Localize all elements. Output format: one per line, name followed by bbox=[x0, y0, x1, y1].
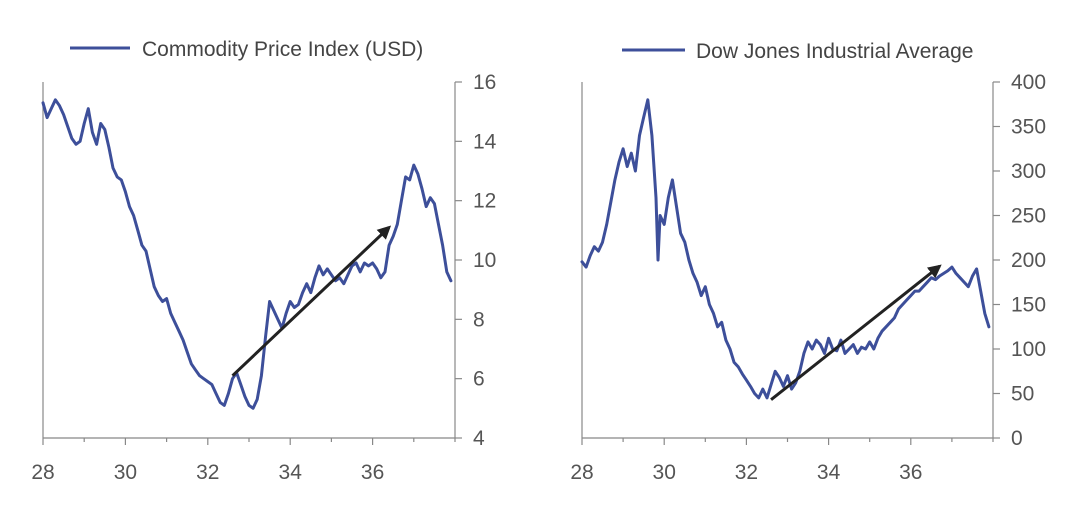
commodity-y-tick-label: 16 bbox=[473, 71, 496, 94]
commodity-y-tick-label: 10 bbox=[473, 249, 496, 272]
commodity-series-line bbox=[41, 98, 453, 410]
commodity-chart: Commodity Price Index (USD) 28 30 32 34 36 4 6… bbox=[31, 38, 496, 484]
dow-jones-y-tick-label: 0 bbox=[1011, 427, 1023, 450]
commodity-plot-area: 28 30 32 34 36 4 6 8 10 12 14 16 bbox=[31, 71, 496, 484]
dow-jones-y-tick-label: 250 bbox=[1011, 205, 1046, 228]
dow-jones-chart: Dow Jones Industrial Average 28 30 32 34 36 0… bbox=[570, 40, 1046, 484]
dow-jones-y-tick-label: 300 bbox=[1011, 160, 1046, 183]
dow-jones-trend-arrow bbox=[770, 264, 942, 401]
dow-jones-y-tick-label: 350 bbox=[1011, 116, 1046, 139]
dow-jones-legend-label: Dow Jones Industrial Average bbox=[696, 40, 973, 63]
commodity-legend-label: Commodity Price Index (USD) bbox=[142, 38, 423, 61]
dow-jones-legend: Dow Jones Industrial Average bbox=[622, 40, 973, 63]
commodity-y-tick-label: 12 bbox=[473, 190, 496, 213]
dow-jones-x-tick-label: 28 bbox=[570, 461, 593, 484]
commodity-legend: Commodity Price Index (USD) bbox=[70, 38, 423, 61]
commodity-y-tick-label: 8 bbox=[473, 308, 485, 331]
commodity-trend-arrow bbox=[231, 225, 392, 377]
dow-jones-y-tick-label: 100 bbox=[1011, 338, 1046, 361]
dow-jones-x-tick-label: 36 bbox=[899, 461, 922, 484]
dow-jones-x-tick-label: 32 bbox=[735, 461, 758, 484]
commodity-x-tick-label: 28 bbox=[31, 461, 54, 484]
dow-jones-y-tick-label: 50 bbox=[1011, 383, 1034, 406]
commodity-y-tick-label: 4 bbox=[473, 427, 485, 450]
dow-jones-plot-area: 28 30 32 34 36 0 50 100 150 200 250 300 350 400 bbox=[570, 71, 1046, 484]
commodity-y-tick-label: 6 bbox=[473, 368, 485, 391]
dow-jones-y-tick-label: 200 bbox=[1011, 249, 1046, 272]
commodity-x-tick-label: 32 bbox=[196, 461, 219, 484]
dow-jones-x-tick-label: 30 bbox=[653, 461, 676, 484]
dow-jones-y-tick-label: 150 bbox=[1011, 294, 1046, 317]
commodity-x-tick-label: 30 bbox=[114, 461, 137, 484]
dow-jones-series-line bbox=[580, 98, 991, 400]
commodity-y-tick-label: 14 bbox=[473, 130, 497, 153]
commodity-x-tick-label: 34 bbox=[279, 461, 303, 484]
dow-jones-y-tick-label: 400 bbox=[1011, 71, 1046, 94]
dow-jones-x-tick-label: 34 bbox=[817, 461, 841, 484]
commodity-x-tick-label: 36 bbox=[361, 461, 384, 484]
